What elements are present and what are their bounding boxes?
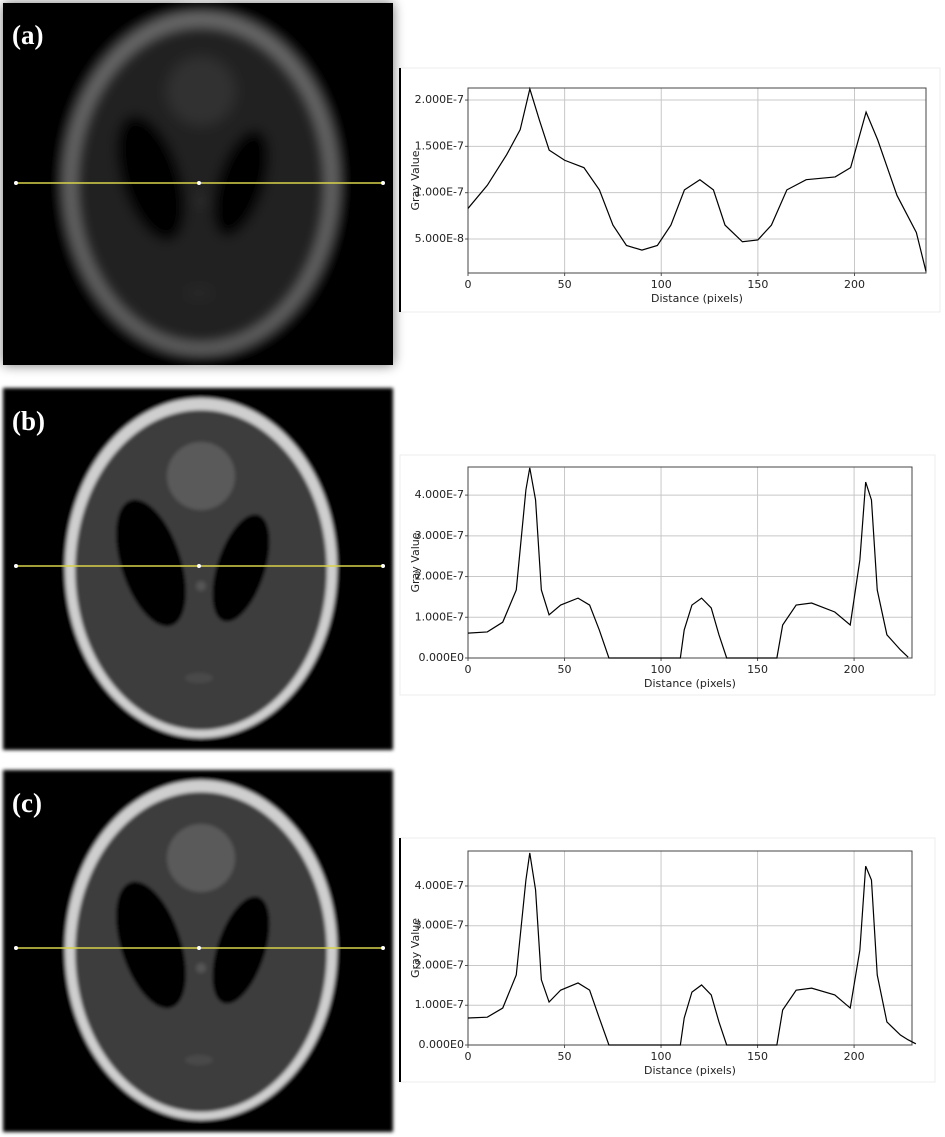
line-handle <box>197 564 201 568</box>
y-tick-label: 2.000E-7 <box>415 958 464 971</box>
y-tick-label: 1.000E-7 <box>415 186 464 199</box>
x-tick-label: 200 <box>844 663 865 676</box>
phantom-image <box>3 770 393 1132</box>
y-tick-label: 1.000E-7 <box>415 610 464 623</box>
x-tick-label: 50 <box>558 1050 572 1063</box>
y-tick-label: 0.000E0 <box>419 651 464 664</box>
y-tick-label: 4.000E-7 <box>415 488 464 501</box>
x-tick-label: 150 <box>747 1050 768 1063</box>
plot-area <box>467 850 913 1046</box>
panel-label: (c) <box>12 788 42 818</box>
line-handle <box>381 946 385 950</box>
image-panel-b <box>3 388 393 750</box>
y-tick-label: 1.500E-7 <box>415 139 464 152</box>
x-tick-label: 50 <box>558 278 572 291</box>
line-handle <box>14 181 18 185</box>
y-tick-label: 3.000E-7 <box>415 919 464 932</box>
x-tick-label: 200 <box>844 1050 865 1063</box>
plot-area <box>467 87 927 274</box>
x-tick-label: 200 <box>844 278 865 291</box>
y-tick-label: 3.000E-7 <box>415 529 464 542</box>
plot-frame <box>399 454 936 696</box>
profile-curve <box>467 86 927 272</box>
y-tick-label: 2.000E-7 <box>415 93 464 106</box>
x-tick-label: 100 <box>651 278 672 291</box>
y-axis-label: Gray Value <box>409 532 422 592</box>
x-tick-label: 100 <box>651 663 672 676</box>
y-tick-label: 4.000E-7 <box>415 879 464 892</box>
x-axis-label: Distance (pixels) <box>651 292 743 305</box>
y-tick-label: 1.000E-7 <box>415 998 464 1011</box>
y-tick-label: 0.000E0 <box>419 1038 464 1051</box>
plot-frame <box>399 837 936 1083</box>
y-tick-label: 5.000E-8 <box>415 232 464 245</box>
phantom-image <box>3 388 393 750</box>
image-panel-a <box>3 3 393 365</box>
line-handle <box>197 181 201 185</box>
x-tick-label: 0 <box>465 663 472 676</box>
profile-curve <box>467 467 909 659</box>
x-tick-label: 150 <box>747 278 768 291</box>
panel-label: (b) <box>12 406 45 436</box>
x-tick-label: 150 <box>747 663 768 676</box>
y-axis-label: Gray Value <box>409 150 422 210</box>
x-tick-label: 50 <box>558 663 572 676</box>
line-handle <box>14 564 18 568</box>
plot-area <box>467 466 913 659</box>
plot-frame <box>399 67 941 313</box>
line-handle <box>14 946 18 950</box>
line-handle <box>381 564 385 568</box>
profile-curve <box>467 852 917 1046</box>
x-axis-label: Distance (pixels) <box>644 677 736 690</box>
y-axis-label: Gray Value <box>409 918 422 978</box>
line-handle <box>381 181 385 185</box>
panel-label: (a) <box>12 20 43 50</box>
image-panel-c <box>3 770 393 1132</box>
x-tick-label: 0 <box>465 1050 472 1063</box>
x-tick-label: 100 <box>651 1050 672 1063</box>
line-handle <box>197 946 201 950</box>
y-tick-label: 2.000E-7 <box>415 570 464 583</box>
x-tick-label: 0 <box>465 278 472 291</box>
x-axis-label: Distance (pixels) <box>644 1064 736 1077</box>
